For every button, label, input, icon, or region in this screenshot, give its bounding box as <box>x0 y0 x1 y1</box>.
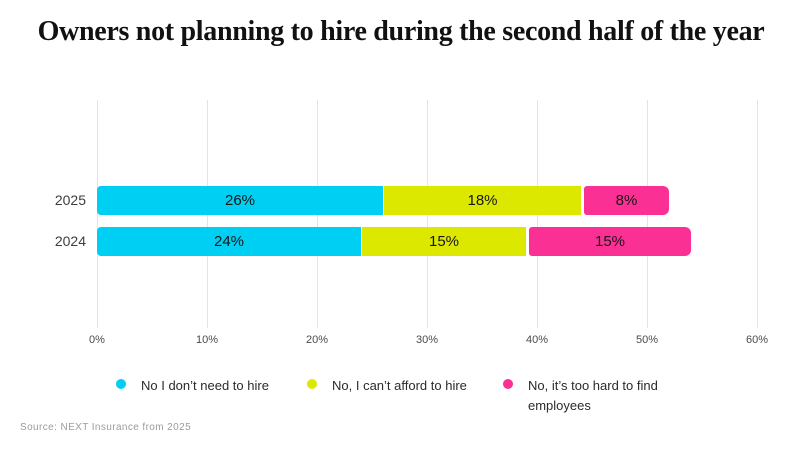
y-axis-category-label: 2024 <box>54 233 86 249</box>
bar-segment: 18% <box>384 186 581 215</box>
legend-item: No, I can’t afford to hire <box>307 376 467 396</box>
legend-dot-icon <box>116 379 126 389</box>
x-axis-tick-label: 50% <box>635 334 659 346</box>
x-axis-tick-label: 30% <box>415 334 439 346</box>
x-axis-tick-label: 10% <box>195 334 219 346</box>
bar-value-label: 24% <box>213 233 245 250</box>
legend: No I don’t need to hire No, I can’t affor… <box>0 376 802 422</box>
bar-segment: 8% <box>584 186 669 215</box>
legend-dot-icon <box>503 379 513 389</box>
x-axis-tick-label: 0% <box>89 334 105 346</box>
gridline <box>757 100 758 328</box>
bar-value-label: 26% <box>224 192 256 209</box>
bar-value-label: 15% <box>428 233 460 250</box>
legend-label: No I don’t need to hire <box>141 378 269 393</box>
legend-label: No, it’s too hard to find employees <box>528 378 658 413</box>
source-note: Source: NEXT Insurance from 2025 <box>20 422 192 433</box>
bar-value-label: 15% <box>594 233 626 250</box>
x-axis-tick-label: 20% <box>305 334 329 346</box>
y-axis-category-label: 2025 <box>54 192 86 208</box>
bar-segment: 15% <box>529 227 691 256</box>
bar-segment: 15% <box>362 227 526 256</box>
bar-value-label: 8% <box>615 192 638 209</box>
chart-title: Owners not planning to hire during the s… <box>37 16 765 47</box>
legend-item: No I don’t need to hire <box>116 376 269 396</box>
x-axis-tick-label: 60% <box>745 334 769 346</box>
legend-label: No, I can’t afford to hire <box>332 378 467 393</box>
bar-value-label: 18% <box>467 192 498 209</box>
bar-segment: 24% <box>97 227 361 256</box>
legend-dot-icon <box>307 379 317 389</box>
legend-item: No, it’s too hard to find employees <box>503 376 680 415</box>
x-axis-tick-label: 40% <box>525 334 549 346</box>
bar-segment: 26% <box>97 186 383 215</box>
